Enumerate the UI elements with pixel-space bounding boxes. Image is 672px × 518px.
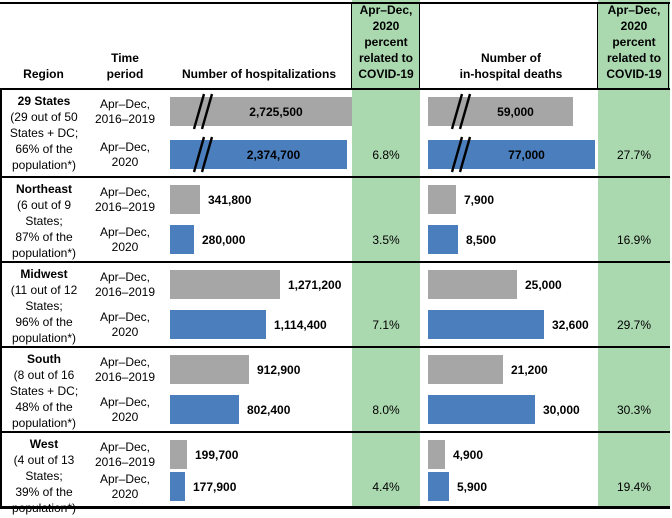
region-note: (29 out of 50 States + DC; 66% of the po…: [9, 110, 79, 172]
region-name: West: [29, 437, 59, 451]
hosp-bar-value: 1,114,400: [274, 317, 327, 332]
time-period-2016-2019: Apr–Dec, 2016–2019: [94, 269, 156, 299]
hosp-bar-value: 2,725,500: [249, 104, 303, 119]
hosp-bar-2020: [170, 225, 194, 254]
time-period-2020: Apr–Dec, 2020: [99, 224, 151, 254]
death-bar-2016-2019: [428, 97, 573, 126]
hosp-bar-2020: [170, 310, 266, 339]
region-note: (6 out of 9 States; 87% of the populatio…: [11, 198, 77, 260]
death-bar-2016-2019: [428, 355, 503, 384]
table-left-border: [0, 88, 2, 508]
hosp-bar-value: 1,271,200: [288, 277, 342, 292]
header-region: Region: [23, 67, 64, 81]
region-note: (4 out of 13 States; 39% of the populati…: [11, 453, 77, 515]
time-period-2020: Apr–Dec, 2020: [99, 309, 151, 339]
region-note: (11 out of 12 States; 96% of the populat…: [10, 283, 78, 345]
time-period-2016-2019: Apr–Dec, 2016–2019: [94, 184, 156, 214]
row-divider: [0, 176, 670, 178]
death-bar-2020: [428, 395, 535, 424]
axis-break-marks: [192, 93, 214, 130]
covid-pct-value-hosp: 6.8%: [372, 147, 400, 162]
hosp-bar-value: 280,000: [202, 232, 246, 247]
hosp-bar-2016-2019: [170, 355, 249, 384]
covid-pct-column-deaths: [598, 0, 670, 507]
hosp-bar-2020: [170, 395, 239, 424]
death-bar-value: 8,500: [466, 232, 497, 247]
death-bar-value: 77,000: [508, 147, 545, 162]
region-name: 29 States: [17, 94, 71, 108]
time-period-2020: Apr–Dec, 2020: [99, 394, 151, 424]
header-hospitalizations: Number of hospitalizations: [181, 67, 336, 81]
region-cell: Northeast (6 out of 9 States; 87% of the …: [3, 181, 85, 261]
hosp-bar-2016-2019: [170, 440, 187, 469]
death-bar-2020: [428, 472, 449, 501]
divider: [351, 2, 352, 88]
death-bar-value: 5,900: [457, 479, 488, 494]
divider: [668, 2, 669, 88]
hosp-bar-value: 912,900: [257, 362, 301, 377]
time-period-2016-2019: Apr–Dec, 2016–2019: [94, 439, 156, 469]
hosp-bar-2016-2019: [170, 270, 280, 299]
covid-pct-value-death: 27.7%: [616, 147, 652, 162]
hosp-bar-2020: [170, 472, 185, 501]
time-period-2020: Apr–Dec, 2020: [99, 471, 151, 501]
region-cell: South (8 out of 16 States + DC; 48% of th…: [3, 351, 85, 431]
death-bar-value: 30,000: [543, 402, 580, 417]
death-bar-2016-2019: [428, 270, 517, 299]
covid-pct-column-hospitalizations: [352, 0, 420, 507]
axis-break-marks: [450, 136, 472, 173]
region-name: Northeast: [15, 182, 72, 196]
time-period-2020: Apr–Dec, 2020: [99, 139, 151, 169]
death-bar-value: 59,000: [497, 104, 534, 119]
divider: [597, 2, 598, 88]
time-period-2016-2019: Apr–Dec, 2016–2019: [94, 354, 156, 384]
covid-pct-value-death: 19.4%: [616, 479, 652, 494]
header-covid-pct-deaths: Apr–Dec, 2020 percent related to COVID-1…: [606, 3, 662, 81]
hosp-bar-value: 802,400: [247, 402, 291, 417]
death-bar-2016-2019: [428, 440, 445, 469]
covid-pct-value-death: 16.9%: [616, 232, 652, 247]
region-name: South: [27, 352, 61, 366]
axis-break-marks: [450, 93, 472, 130]
death-bar-value: 21,200: [511, 362, 548, 377]
covid-pct-value-hosp: 3.5%: [372, 232, 400, 247]
covid-pct-value-hosp: 4.4%: [372, 479, 400, 494]
death-bar-value: 4,900: [453, 447, 484, 462]
covid-pct-value-death: 29.7%: [616, 317, 652, 332]
death-bar-value: 32,600: [552, 317, 589, 332]
region-cell: 29 States (29 out of 50 States + DC; 66% …: [3, 93, 85, 173]
death-bar-2016-2019: [428, 185, 456, 214]
covid-pct-value-hosp: 7.1%: [372, 317, 400, 332]
hosp-bar-2016-2019: [170, 97, 352, 126]
region-cell: West (4 out of 13 States; 39% of the popu…: [3, 436, 85, 516]
region-cell: Midwest (11 out of 12 States; 96% of the …: [3, 266, 85, 346]
hosp-bar-value: 341,800: [208, 192, 252, 207]
region-name: Midwest: [20, 267, 68, 281]
hosp-bar-value: 199,700: [195, 447, 239, 462]
death-bar-2020: [428, 310, 544, 339]
header-deaths: Number of in-hospital deaths: [459, 51, 563, 81]
axis-break-marks: [192, 136, 214, 173]
table-top-border: [0, 2, 670, 4]
covid-pct-value-hosp: 8.0%: [372, 402, 400, 417]
row-divider: [0, 261, 670, 263]
time-period-2016-2019: Apr–Dec, 2016–2019: [94, 96, 156, 126]
header-covid-pct-hospitalizations: Apr–Dec, 2020 percent related to COVID-1…: [358, 3, 414, 81]
hosp-bar-value: 2,374,700: [246, 147, 301, 162]
death-bar-value: 25,000: [525, 277, 562, 292]
covid-pct-value-death: 30.3%: [616, 402, 652, 417]
row-divider: [0, 431, 670, 433]
hosp-bar-value: 177,900: [193, 479, 237, 494]
header-divider: [0, 88, 670, 90]
header-time-period: Time period: [106, 51, 144, 81]
row-divider: [0, 346, 670, 348]
death-bar-value: 7,900: [464, 192, 495, 207]
death-bar-2020: [428, 225, 458, 254]
divider: [419, 2, 420, 88]
table-bottom-border: [0, 506, 670, 509]
hosp-bar-2016-2019: [170, 185, 200, 214]
region-note: (8 out of 16 States + DC; 48% of the pop…: [9, 368, 79, 430]
